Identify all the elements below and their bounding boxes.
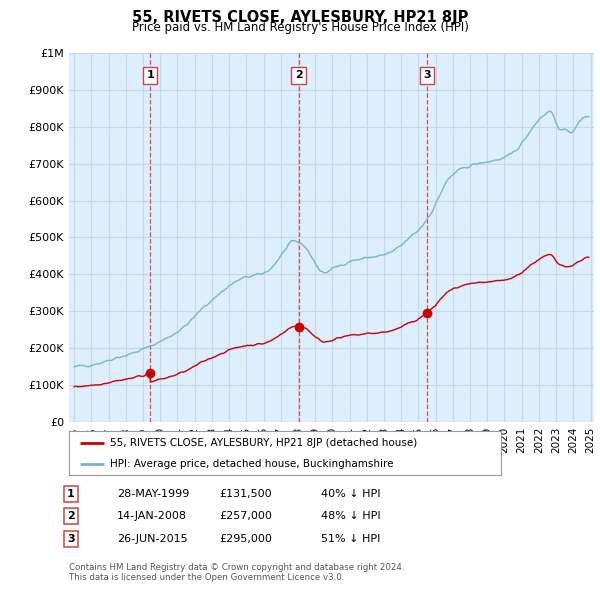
Text: 26-JUN-2015: 26-JUN-2015 xyxy=(117,534,188,543)
Text: 3: 3 xyxy=(67,534,74,543)
Text: This data is licensed under the Open Government Licence v3.0.: This data is licensed under the Open Gov… xyxy=(69,572,344,582)
Text: 1: 1 xyxy=(67,489,74,499)
Text: 14-JAN-2008: 14-JAN-2008 xyxy=(117,512,187,521)
Text: £257,000: £257,000 xyxy=(219,512,272,521)
Text: Contains HM Land Registry data © Crown copyright and database right 2024.: Contains HM Land Registry data © Crown c… xyxy=(69,563,404,572)
Text: £295,000: £295,000 xyxy=(219,534,272,543)
Text: £131,500: £131,500 xyxy=(219,489,272,499)
Text: 2: 2 xyxy=(295,70,302,80)
Text: HPI: Average price, detached house, Buckinghamshire: HPI: Average price, detached house, Buck… xyxy=(110,459,394,469)
Text: 2: 2 xyxy=(67,512,74,521)
Text: Price paid vs. HM Land Registry's House Price Index (HPI): Price paid vs. HM Land Registry's House … xyxy=(131,21,469,34)
Text: 55, RIVETS CLOSE, AYLESBURY, HP21 8JP: 55, RIVETS CLOSE, AYLESBURY, HP21 8JP xyxy=(132,10,468,25)
Text: 40% ↓ HPI: 40% ↓ HPI xyxy=(321,489,380,499)
Text: 1: 1 xyxy=(146,70,154,80)
Text: 55, RIVETS CLOSE, AYLESBURY, HP21 8JP (detached house): 55, RIVETS CLOSE, AYLESBURY, HP21 8JP (d… xyxy=(110,438,417,448)
Text: 51% ↓ HPI: 51% ↓ HPI xyxy=(321,534,380,543)
Text: 3: 3 xyxy=(423,70,431,80)
Text: 48% ↓ HPI: 48% ↓ HPI xyxy=(321,512,380,521)
Text: 28-MAY-1999: 28-MAY-1999 xyxy=(117,489,190,499)
